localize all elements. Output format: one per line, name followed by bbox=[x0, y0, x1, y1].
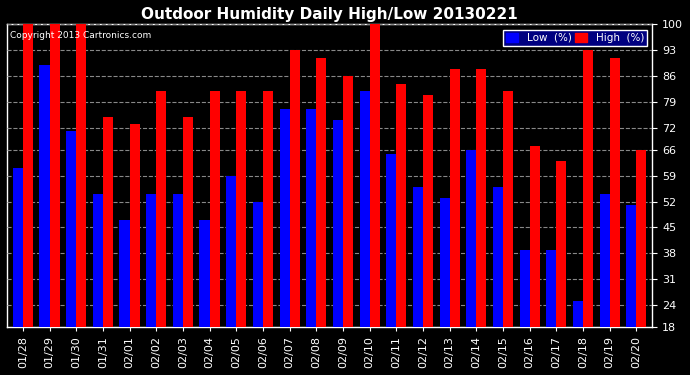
Bar bbox=[520, 249, 530, 327]
Bar bbox=[450, 69, 460, 327]
Bar bbox=[199, 220, 210, 327]
Bar bbox=[556, 161, 566, 327]
Bar bbox=[210, 91, 219, 327]
Bar bbox=[183, 117, 193, 327]
Bar bbox=[413, 187, 423, 327]
Bar bbox=[359, 91, 370, 327]
Legend: Low  (%), High  (%): Low (%), High (%) bbox=[503, 30, 647, 46]
Bar bbox=[103, 117, 113, 327]
Bar bbox=[77, 24, 86, 327]
Bar bbox=[476, 69, 486, 327]
Bar bbox=[66, 132, 77, 327]
Bar bbox=[279, 110, 290, 327]
Bar bbox=[263, 91, 273, 327]
Bar bbox=[636, 150, 647, 327]
Bar bbox=[226, 176, 236, 327]
Bar bbox=[130, 124, 140, 327]
Bar bbox=[343, 76, 353, 327]
Bar bbox=[546, 249, 556, 327]
Bar bbox=[236, 91, 246, 327]
Bar bbox=[493, 187, 503, 327]
Bar bbox=[530, 146, 540, 327]
Bar bbox=[119, 220, 130, 327]
Bar bbox=[290, 50, 299, 327]
Bar bbox=[440, 198, 450, 327]
Bar bbox=[610, 58, 620, 327]
Bar bbox=[600, 194, 610, 327]
Bar bbox=[503, 91, 513, 327]
Bar bbox=[333, 120, 343, 327]
Bar bbox=[316, 58, 326, 327]
Bar bbox=[157, 91, 166, 327]
Bar bbox=[39, 65, 50, 327]
Bar bbox=[146, 194, 157, 327]
Bar bbox=[306, 110, 316, 327]
Bar bbox=[172, 194, 183, 327]
Bar bbox=[253, 202, 263, 327]
Bar bbox=[423, 94, 433, 327]
Bar bbox=[627, 205, 636, 327]
Bar bbox=[466, 150, 476, 327]
Bar bbox=[13, 168, 23, 327]
Title: Outdoor Humidity Daily High/Low 20130221: Outdoor Humidity Daily High/Low 20130221 bbox=[141, 7, 518, 22]
Bar bbox=[50, 24, 60, 327]
Bar bbox=[573, 301, 583, 327]
Bar bbox=[370, 24, 380, 327]
Bar bbox=[386, 154, 396, 327]
Text: Copyright 2013 Cartronics.com: Copyright 2013 Cartronics.com bbox=[10, 30, 151, 39]
Bar bbox=[583, 50, 593, 327]
Bar bbox=[396, 84, 406, 327]
Bar bbox=[23, 24, 33, 327]
Bar bbox=[93, 194, 103, 327]
